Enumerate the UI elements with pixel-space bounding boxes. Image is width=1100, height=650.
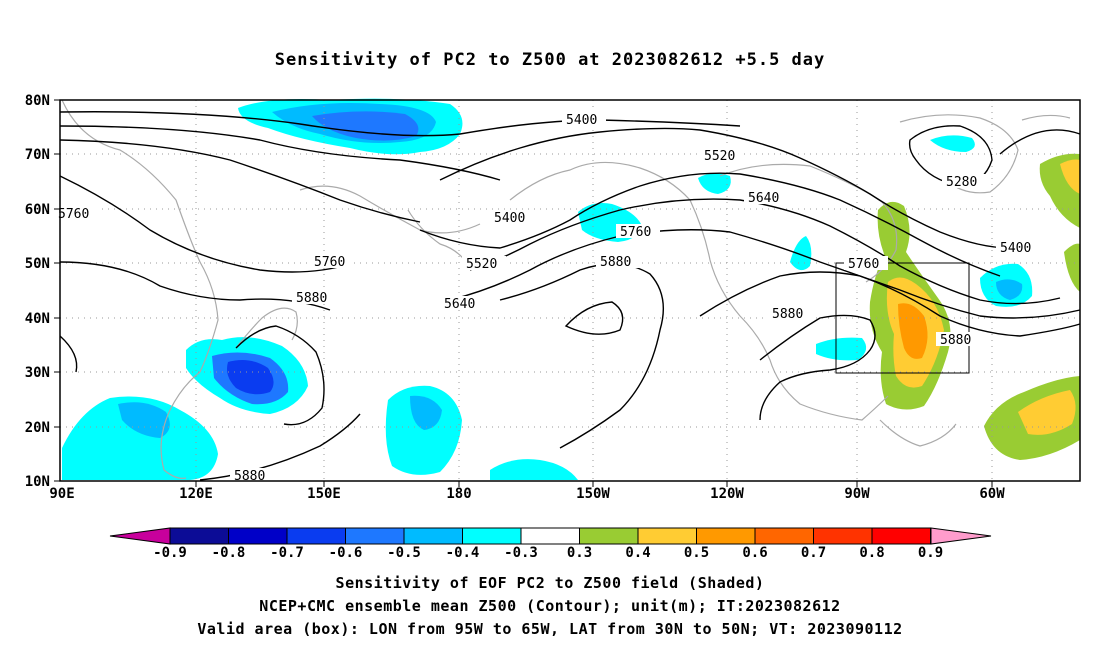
lat-label: 70N: [25, 147, 50, 163]
colorbar-box: [403, 527, 463, 545]
lat-lon-grid: [60, 100, 1080, 481]
colorbar-label: 0.8: [859, 545, 884, 561]
lon-ticks: [195, 481, 993, 487]
contour-label: 5640: [444, 297, 475, 312]
colorbar-high-arrow: [930, 527, 992, 545]
lat-label: 10N: [25, 474, 50, 490]
shade-positive-atl-ne-yellow: [1060, 159, 1080, 194]
shade-positive-usa-orange: [898, 303, 928, 359]
colorbar-labels: -0.9 -0.8 -0.7 -0.6 -0.5 -0.4 -0.3 0.3 0.4 0.5 0.6…: [153, 545, 943, 561]
longitude-labels: 90E 120E 150E 180 150W 120W 90W 60W: [49, 486, 1005, 502]
latitude-labels: 80N 70N 60N 50N 40N 30N 20N 10N: [25, 93, 50, 490]
colorbar-box: [754, 527, 814, 545]
shade-negative-natl-inner: [996, 279, 1023, 300]
colorbar-label: 0.6: [742, 545, 767, 561]
contour-label: 5760: [314, 255, 345, 270]
colorbar: -0.9 -0.8 -0.7 -0.6 -0.5 -0.4 -0.3 0.3 0.4 0.5 0.6…: [109, 527, 992, 561]
colorbar-box: [637, 527, 697, 545]
shade-negative-gulf: [816, 337, 867, 361]
colorbar-label: -0.5: [387, 545, 421, 561]
contour-label: 5760: [620, 225, 651, 240]
lon-label: 90W: [844, 486, 870, 502]
colorbar-box: [696, 527, 756, 545]
shade-positive-atl-e: [1064, 243, 1080, 292]
colorbar-low-arrow: [109, 527, 171, 545]
shade-negative-canada: [698, 173, 731, 194]
footer-line-2: NCEP+CMC ensemble mean Z500 (Contour); u…: [259, 597, 841, 615]
lat-label: 30N: [25, 365, 50, 381]
contour-label: 5520: [704, 149, 735, 164]
footer-line-3: Valid area (box): LON from 95W to 65W, L…: [197, 620, 903, 638]
colorbar-label: 0.4: [625, 545, 650, 561]
lon-label: 90E: [49, 486, 74, 502]
contour-label: 5400: [1000, 241, 1031, 256]
contour-label: 5880: [296, 291, 327, 306]
map-frame: [59, 99, 1081, 482]
lat-label: 40N: [25, 311, 50, 327]
contour-label: 5400: [566, 113, 597, 128]
contour-label: 5640: [748, 191, 779, 206]
lon-label: 180: [446, 486, 471, 502]
colorbar-box: [579, 527, 639, 545]
shade-negative-greenland: [930, 135, 975, 152]
colorbar-label: -0.8: [212, 545, 246, 561]
contour-label: 5760: [58, 207, 89, 222]
lon-label: 120E: [179, 486, 213, 502]
contour-label: 5520: [466, 257, 497, 272]
contour-label: 5880: [940, 333, 971, 348]
colorbar-label: -0.9: [153, 545, 187, 561]
valid-area-box: [835, 262, 970, 374]
colorbar-label: -0.7: [270, 545, 304, 561]
lat-label: 60N: [25, 202, 50, 218]
colorbar-box: [228, 527, 288, 545]
chart-title: Sensitivity of PC2 to Z500 at 2023082612…: [274, 50, 826, 70]
colorbar-label: 0.3: [567, 545, 592, 561]
colorbar-box: [520, 527, 580, 545]
lat-ticks: [54, 99, 60, 482]
colorbar-box: [813, 527, 873, 545]
z500-contours: [59, 111, 1081, 481]
lat-label: 20N: [25, 420, 50, 436]
shade-positive-atl-s-yellow: [1018, 390, 1076, 435]
contour-label: 5880: [772, 307, 803, 322]
shade-negative-scs-inner: [118, 402, 170, 438]
lon-label: 120W: [710, 486, 744, 502]
colorbar-label: 0.5: [684, 545, 709, 561]
colorbar-label: -0.3: [504, 545, 538, 561]
contour-label-extra: 5760: [616, 224, 660, 240]
lon-label: 150W: [576, 486, 610, 502]
shade-negative-hudson: [790, 236, 812, 271]
colorbar-box: [871, 527, 931, 545]
contour-label: 5760: [848, 257, 879, 272]
colorbar-label: -0.4: [446, 545, 480, 561]
colorbar-label: -0.6: [329, 545, 363, 561]
shade-negative-scs: [62, 396, 218, 480]
shade-negative-pacific: [385, 385, 462, 475]
shade-negative-asia-core: [227, 360, 274, 395]
contour-label: 5400: [494, 211, 525, 226]
lat-label: 80N: [25, 93, 50, 109]
contour-labels: 5400 5520 5640 5760 5280 5400 5760 5400 …: [54, 112, 1040, 484]
colorbar-box: [345, 527, 405, 545]
shade-negative-pacific-inner: [410, 395, 442, 430]
lon-label: 150E: [307, 486, 341, 502]
contour-label: 5880: [600, 255, 631, 270]
colorbar-box: [286, 527, 346, 545]
lat-label: 50N: [25, 256, 50, 272]
colorbar-boxes: [169, 527, 931, 545]
shade-negative-arctic-core: [312, 111, 419, 141]
lon-label: 60W: [979, 486, 1005, 502]
colorbar-box: [462, 527, 522, 545]
sensitivity-shading: [62, 98, 1080, 480]
footer-line-1: Sensitivity of EOF PC2 to Z500 field (Sh…: [335, 574, 765, 592]
colorbar-box: [169, 527, 229, 545]
shade-negative-pacific-south: [490, 459, 578, 480]
colorbar-label: 0.9: [918, 545, 943, 561]
colorbar-label: 0.7: [801, 545, 826, 561]
contour-label: 5280: [946, 175, 977, 190]
